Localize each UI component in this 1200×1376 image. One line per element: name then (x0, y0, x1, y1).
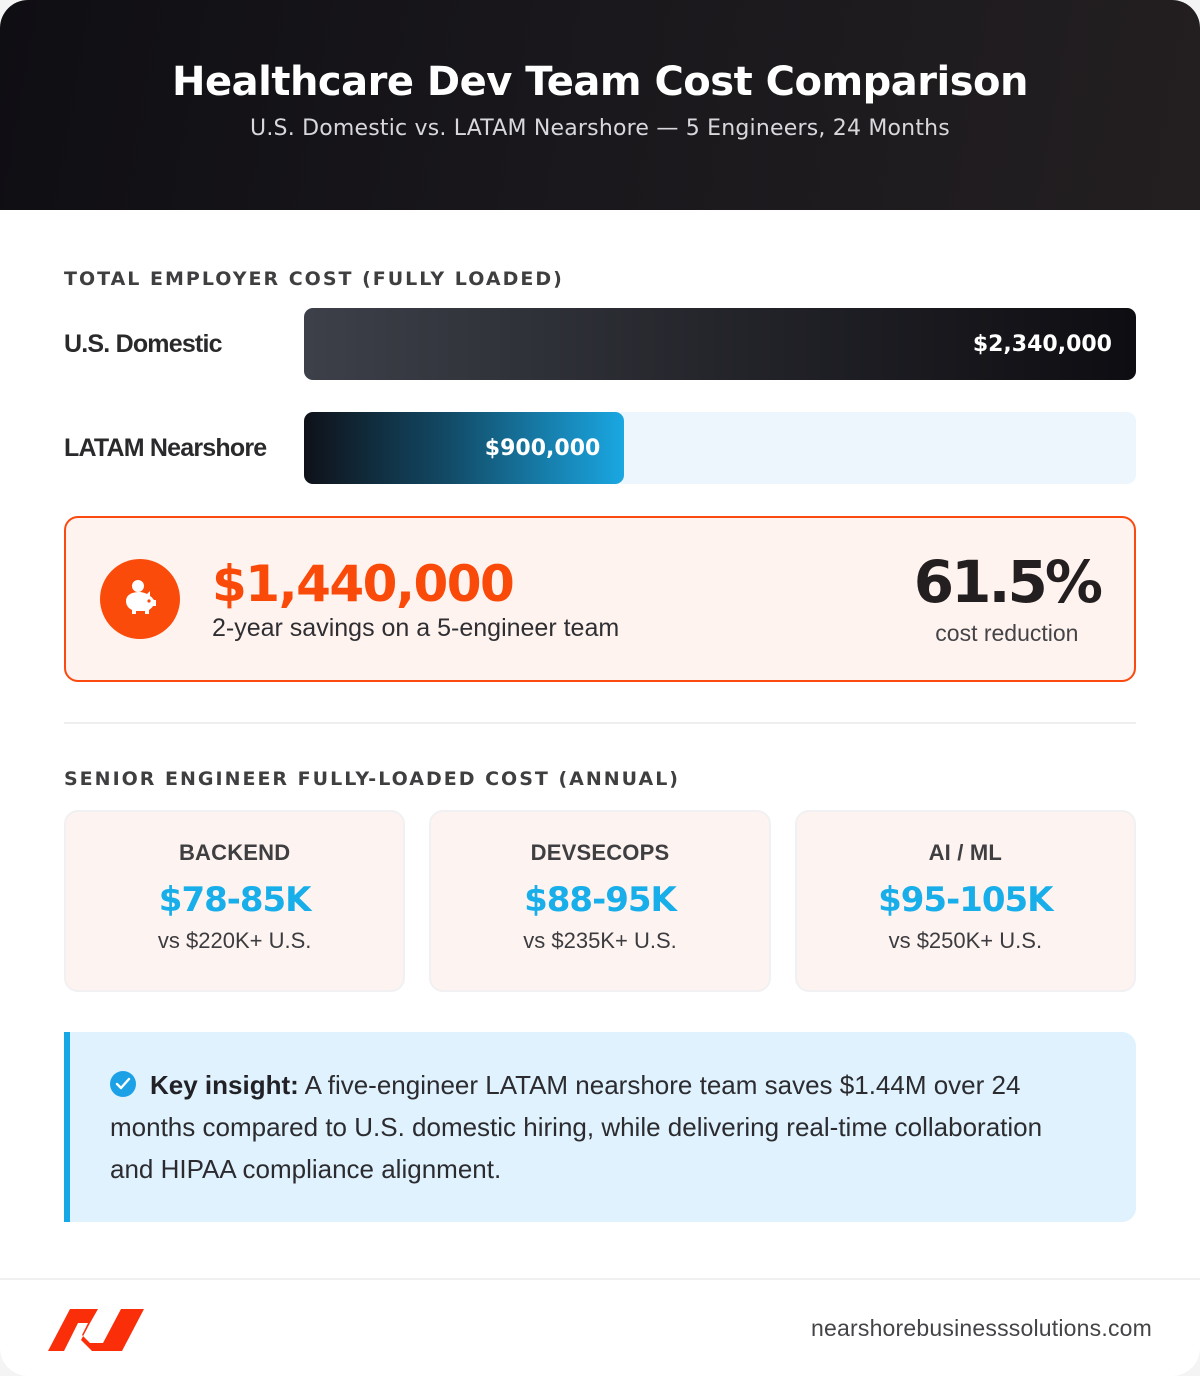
savings-main: $1,440,000 2-year savings on a 5-enginee… (212, 556, 619, 643)
check-circle-icon (110, 1071, 136, 1097)
website-link[interactable]: nearshorebusinesssolutions.com (811, 1314, 1152, 1341)
role-cards: BACKEND $78-85K vs $220K+ U.S. DEVSECOPS… (64, 810, 1136, 992)
bar-label: U.S. Domestic (64, 329, 223, 358)
role-card-devsecops: DEVSECOPS $88-95K vs $235K+ U.S. (429, 810, 771, 992)
page-title: Healthcare Dev Team Cost Comparison (172, 59, 1028, 105)
bar-value: $900,000 (484, 435, 601, 461)
role-range: $78-85K (158, 880, 312, 920)
role-card-backend: BACKEND $78-85K vs $220K+ U.S. (64, 810, 406, 992)
insight-lead: Key insight: (150, 1070, 299, 1100)
bar-value: $2,340,000 (972, 331, 1112, 357)
role-card-ai-ml: AI / ML $95-105K vs $250K+ U.S. (794, 810, 1136, 992)
content: TOTAL EMPLOYER COST (FULLY LOADED) U.S. … (0, 268, 1200, 1222)
bar-track: $2,340,000 (304, 308, 1136, 380)
savings-description: 2-year savings on a 5-engineer team (212, 613, 620, 642)
role-us-compare: vs $220K+ U.S. (157, 928, 312, 953)
cost-reduction: 61.5% cost reduction (913, 548, 1103, 647)
role-range: $88-95K (524, 880, 677, 920)
section-divider (64, 722, 1136, 724)
bar-row-us-domestic: U.S. Domestic $2,340,000 (64, 308, 1136, 380)
total-cost-section-label: TOTAL EMPLOYER COST (FULLY LOADED) (64, 268, 564, 290)
key-insight-box: Key insight: A five-engineer LATAM nears… (64, 1032, 1136, 1222)
bar-track: $900,000 (304, 412, 1136, 484)
header: Healthcare Dev Team Cost Comparison U.S.… (0, 0, 1200, 210)
savings-callout: $1,440,000 2-year savings on a 5-enginee… (64, 516, 1136, 682)
bar-fill-us-domestic: $2,340,000 (304, 308, 1136, 380)
role-title: DEVSECOPS (530, 840, 670, 865)
role-us-compare: vs $250K+ U.S. (888, 928, 1043, 953)
insight-text: A five-engineer LATAM nearshore team sav… (110, 1070, 1043, 1184)
bar-row-latam-nearshore: LATAM Nearshore $900,000 (64, 412, 1136, 484)
role-range: $95-105K (878, 880, 1053, 920)
savings-amount: $1,440,000 (212, 554, 515, 613)
senior-cost-section-label: SENIOR ENGINEER FULLY-LOADED COST (ANNUA… (64, 768, 680, 790)
role-title: AI / ML (928, 840, 1003, 865)
role-us-compare: vs $235K+ U.S. (523, 928, 677, 953)
bar-label: LATAM Nearshore (64, 433, 267, 462)
footer: nearshorebusinesssolutions.com (0, 1278, 1200, 1376)
nearshore-logo-icon (48, 1309, 144, 1351)
cost-reduction-percent: 61.5% (913, 548, 1103, 616)
piggy-bank-icon (100, 559, 180, 639)
bar-fill-latam-nearshore: $900,000 (304, 412, 625, 484)
role-title: BACKEND (178, 840, 291, 865)
page-subtitle: U.S. Domestic vs. LATAM Nearshore — 5 En… (250, 116, 950, 141)
cost-reduction-label: cost reduction (935, 620, 1079, 646)
